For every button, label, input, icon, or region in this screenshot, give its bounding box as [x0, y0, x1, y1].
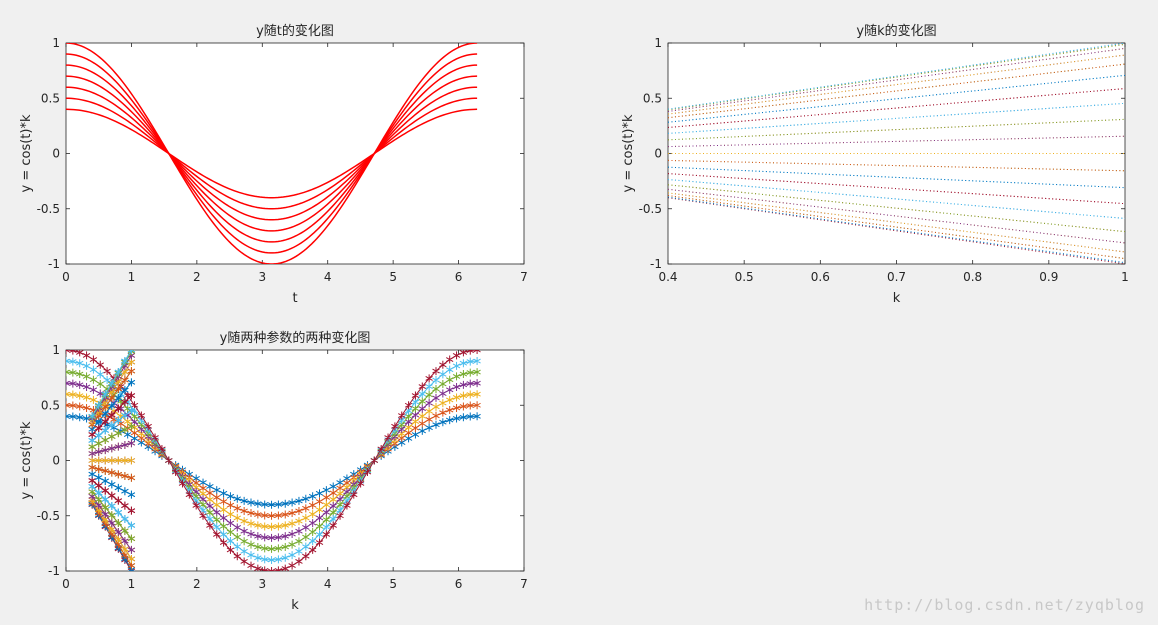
x-tick-label: 6: [455, 270, 463, 284]
x-tick-label: 0.9: [1039, 270, 1058, 284]
plot-title: y随t的变化图: [256, 23, 334, 39]
series-group: [66, 350, 481, 571]
series-b-markers-t30: [88, 456, 136, 465]
axes-plot1: 0 1 2 3 4 5 6 7 -1 -0.5 0 0.5 1 y随t的变化图 t y = cos(t)*k: [19, 23, 528, 306]
series-line-k1: [66, 43, 478, 264]
plot-area: [65, 42, 525, 265]
x-tick-label: 2: [193, 577, 201, 591]
y-tick-label: -0.5: [639, 202, 662, 216]
x-tick-label: 5: [389, 270, 397, 284]
plot-area: [65, 349, 525, 572]
x-axis-label: k: [893, 291, 901, 306]
x-tick-label: 1: [128, 577, 136, 591]
x-tick-label: 4: [324, 577, 332, 591]
x-tick-label: 0.7: [887, 270, 906, 284]
y-tick-label: 1: [654, 36, 662, 50]
x-axis-label: k: [291, 598, 299, 613]
series-a-markers-k1: [66, 350, 481, 571]
axes-plot2: 0.4 0.5 0.6 0.7 0.8 0.9 1 -1 -0.5 0 0.5 1 y随k的变化图 k y …: [621, 23, 1129, 306]
series-line-t34: [668, 88, 1125, 129]
x-tick-label: 4: [324, 270, 332, 284]
x-tick-label: 0.6: [811, 270, 830, 284]
x-tick-label: 6: [455, 577, 463, 591]
x-tick-label: 0.8: [963, 270, 982, 284]
x-tick-label: 1: [1121, 270, 1129, 284]
plot-title: y随两种参数的两种变化图: [220, 330, 371, 346]
series-line-k0.8: [66, 64, 478, 243]
x-tick-label: 0.4: [658, 270, 677, 284]
series-b-markers-t40: [88, 350, 136, 421]
y-tick-label: -1: [650, 257, 662, 271]
series-line-t33: [668, 102, 1125, 134]
y-tick-label: 0: [52, 147, 60, 161]
y-tick-label: 0: [52, 454, 60, 468]
x-tick-label: 0: [62, 577, 70, 591]
series-line-k0.5: [66, 97, 478, 210]
x-tick-label: 7: [520, 577, 528, 591]
y-tick-label: 0: [654, 147, 662, 161]
y-tick-label: 0.5: [643, 91, 662, 105]
series-line-k0.7: [66, 75, 478, 232]
series-b-markers-t25: [88, 487, 136, 543]
series-b-markers-t31: [88, 439, 136, 458]
series-b-markers-t32: [88, 422, 136, 451]
y-axis-label: y = cos(t)*k: [621, 114, 636, 192]
y-tick-label: 1: [52, 343, 60, 357]
x-tick-label: 3: [258, 577, 266, 591]
y-tick-label: 1: [52, 36, 60, 50]
x-tick-label: 1: [128, 270, 136, 284]
x-tick-label: 7: [520, 270, 528, 284]
series-line-k0.9: [66, 53, 478, 254]
series-line-k0.4: [66, 108, 478, 199]
plot-title: y随k的变化图: [856, 23, 936, 39]
x-tick-label: 5: [389, 577, 397, 591]
series-b-markers-t26: [88, 482, 136, 530]
series-b-markers-t35: [88, 378, 136, 434]
series-group: [668, 43, 1125, 264]
series-b-markers-t27: [88, 476, 136, 515]
series-b-markers-t34: [88, 391, 136, 439]
axes-plot3: 0 1 2 3 4 5 6 7 -1 -0.5 0 0.5 1 y随两种参数的两种变化图 k y = cos(…: [19, 330, 528, 613]
x-tick-label: 0.5: [735, 270, 754, 284]
series-line-k0.6: [66, 86, 478, 221]
series-b-markers-t33: [88, 406, 136, 445]
series-b-markers-t29: [88, 463, 136, 482]
y-tick-label: -1: [48, 257, 60, 271]
x-tick-label: 0: [62, 270, 70, 284]
series-line-t26: [668, 178, 1125, 219]
y-tick-label: -0.5: [37, 202, 60, 216]
y-axis-label: y = cos(t)*k: [19, 421, 34, 499]
y-tick-label: -0.5: [37, 509, 60, 523]
y-tick-label: 0.5: [41, 91, 60, 105]
series-group: [66, 43, 478, 264]
watermark-text: http://blog.csdn.net/zyqblog: [864, 596, 1145, 614]
x-tick-label: 2: [193, 270, 201, 284]
y-tick-label: 0.5: [41, 398, 60, 412]
y-tick-label: -1: [48, 564, 60, 578]
x-axis-label: t: [292, 291, 297, 306]
series-b-markers-t24: [88, 492, 136, 554]
series-b-markers-t28: [88, 470, 136, 499]
y-axis-label: y = cos(t)*k: [19, 114, 34, 192]
x-tick-label: 3: [258, 270, 266, 284]
series-line-t27: [668, 173, 1125, 205]
